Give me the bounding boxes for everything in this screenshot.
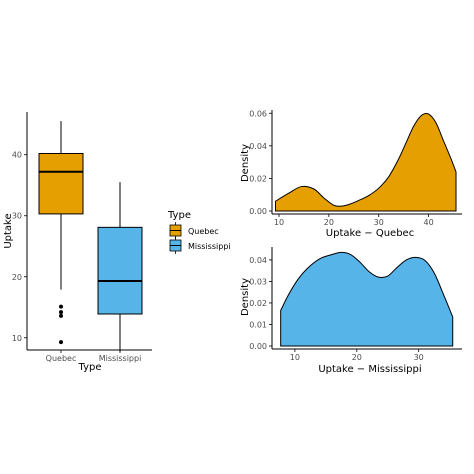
density-x-tick-label: 40 [423,218,433,227]
density-x-tick-label: 10 [290,353,300,362]
density-y-tick-label: 0.02 [249,174,267,183]
boxplot-y-tick-label: 10 [12,334,22,343]
density-x-tick-label: 20 [352,353,362,362]
box-mississippi [97,182,143,352]
legend-label-quebec: Quebec [188,227,219,236]
boxplot-x-tick-label: Quebec [46,354,77,363]
boxplot-y-tick-label: 20 [12,273,22,282]
density-y-tick-label: 0.06 [249,109,267,118]
box-outlier [59,340,63,345]
box-outlier [59,310,63,315]
box-outlier [59,313,63,318]
density-quebec-y-title: Density [240,144,251,182]
density-mississippi-y-title: Density [240,278,251,316]
density-mississippi-area [280,251,454,347]
boxplot-panel: 10 20 30 40 Quebec Mississippi Type Uptake [3,112,152,373]
density-x-tick-label: 30 [374,218,384,227]
density-y-tick-label: 0.04 [249,256,267,265]
legend: Type Quebec Mississippi [167,210,231,254]
legend-key-quebec [169,222,182,239]
density-quebec-x-ticks: 10 20 30 40 [274,214,434,227]
boxplot-marks [38,121,143,352]
box-iqr [38,152,84,215]
density-quebec-panel: 0.00 0.02 0.04 0.06 10 20 30 40 Uptake − Quebe… [240,109,462,239]
legend-label-mississippi: Mississippi [188,242,231,251]
box-iqr [97,226,143,315]
boxplot-x-tick-label: Mississippi [99,354,142,363]
boxplot-y-title: Uptake [3,213,14,248]
density-quebec-area [274,113,457,212]
box-outlier [59,304,63,309]
density-quebec-x-title: Uptake − Quebec [326,228,414,239]
density-mississippi-y-ticks: 0.00 0.01 0.02 0.03 0.04 [249,256,272,351]
density-x-tick-label: 10 [274,218,284,227]
legend-key-mississippi [169,237,182,254]
density-x-tick-label: 30 [414,353,424,362]
density-mississippi-x-ticks: 10 20 30 [290,349,424,362]
boxplot-x-title: Type [78,362,102,373]
density-x-tick-label: 20 [324,218,334,227]
density-y-tick-label: 0.04 [249,142,267,151]
density-y-tick-label: 0.02 [249,299,267,308]
box-quebec [38,121,84,345]
density-quebec-y-ticks: 0.00 0.02 0.04 0.06 [249,109,272,216]
density-y-tick-label: 0.03 [249,277,267,286]
density-y-tick-label: 0.00 [249,342,267,351]
boxplot-y-tick-label: 40 [12,151,22,160]
density-mississippi-x-title: Uptake − Mississippi [318,364,421,375]
legend-title: Type [167,210,191,221]
density-y-tick-label: 0.00 [249,207,267,216]
boxplot-y-tick-label: 30 [12,212,22,221]
density-mississippi-panel: 0.00 0.01 0.02 0.03 0.04 10 20 30 Uptake − Mis… [240,247,462,375]
boxplot-y-ticks: 10 20 30 40 [12,151,27,343]
density-y-tick-label: 0.01 [249,320,267,329]
